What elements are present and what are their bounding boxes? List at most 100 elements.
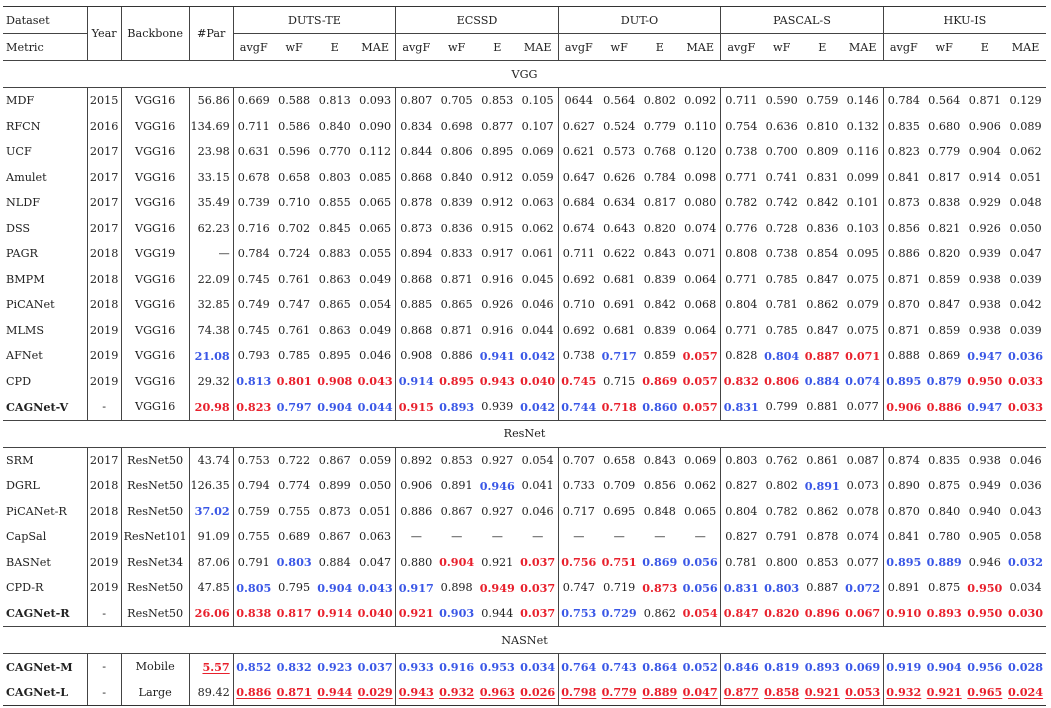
score-cell: 0.590: [761, 87, 802, 114]
score-cell: 0.868: [395, 266, 437, 292]
score-value: 0.867: [440, 504, 473, 518]
score-cell: 0.030: [1005, 601, 1046, 627]
score-cell: 0.756: [557, 549, 599, 575]
score-value: 0.914: [317, 606, 353, 621]
score-cell: 0.762: [761, 446, 802, 473]
score-value: 0.711: [562, 247, 595, 261]
score-value: 0.782: [725, 196, 758, 210]
score-cell: 0.710: [557, 292, 599, 318]
method-cell: AFNet: [6, 349, 43, 363]
score-cell: 0.949: [477, 575, 518, 601]
score-cell: 0.037: [355, 653, 396, 680]
score-cell: —: [599, 524, 640, 550]
score-value: 0.893: [926, 606, 962, 621]
score-cell: 0.943: [477, 369, 518, 395]
score-cell: 0.037: [518, 550, 559, 576]
score-cell: 0.875: [924, 575, 965, 601]
score-cell: 0.827: [720, 524, 762, 550]
score-cell: 0.707: [557, 446, 599, 473]
dataset-header-pascal-s: PASCAL-S: [720, 6, 884, 34]
score-cell: 0.906: [882, 394, 924, 420]
method-cell: CAGNet-R: [6, 606, 70, 621]
par-value: 89.42: [197, 685, 230, 699]
score-value: 0.077: [846, 400, 879, 414]
score-cell: 0.871: [964, 87, 1006, 114]
score-value: 0.586: [278, 119, 311, 133]
table-row: NLDF 2017 VGG16 35.49 0.739 0.710 0.855 0.065 0.…: [3, 190, 1046, 216]
score-value: 0.859: [928, 272, 961, 286]
score-value: 0.065: [359, 196, 392, 210]
score-value: 0.770: [318, 145, 351, 159]
score-value: 0.033: [1008, 399, 1044, 414]
score-value: 0.847: [806, 272, 839, 286]
score-cell: 0.036: [1005, 343, 1046, 369]
score-value: 0.051: [1009, 170, 1042, 184]
score-value: 0.776: [725, 221, 758, 235]
score-cell: 0.871: [273, 679, 315, 706]
metric-header-hku-is-e: E: [980, 40, 989, 54]
score-cell: 0.040: [518, 369, 559, 395]
backbone-cell: ResNet50: [120, 498, 190, 524]
score-cell: 0.914: [395, 368, 437, 394]
score-cell: 0.946: [477, 473, 518, 499]
score-cell: 0.759: [232, 498, 274, 524]
table-row: RFCN 2016 VGG16 134.69 0.711 0.586 0.840 0.090 0…: [3, 113, 1046, 140]
score-value: 0.700: [765, 145, 798, 159]
method-cell: CAGNet-V: [6, 399, 69, 414]
score-value: 0.728: [765, 221, 798, 235]
score-cell: 0.846: [720, 653, 762, 680]
score-value: 0.806: [440, 145, 473, 159]
score-cell: 0.146: [842, 87, 884, 114]
metric-header-duts-te-e: E: [330, 40, 339, 54]
score-cell: 0.847: [802, 318, 843, 344]
metric-header-ecssd-mae: MAE: [523, 40, 552, 54]
metric-header-dut-o-wf: wF: [610, 40, 628, 54]
score-value: 0.069: [845, 659, 881, 674]
score-cell: 0.939: [477, 394, 518, 420]
score-value: 0.832: [723, 374, 759, 389]
score-cell: 0.932: [882, 679, 924, 706]
score-value: 0.938: [968, 298, 1001, 312]
score-cell: 0.759: [801, 87, 843, 114]
score-cell: 0.052: [680, 653, 721, 680]
method-cell: NLDF: [6, 196, 40, 210]
score-value: 0.596: [278, 145, 311, 159]
score-cell: 0.065: [355, 190, 396, 216]
year-cell: 2019: [86, 317, 122, 343]
score-value: 0.843: [643, 453, 676, 467]
score-cell: 0.944: [477, 601, 518, 627]
score-cell: 0.064: [680, 318, 721, 344]
score-cell: 0.801: [274, 369, 315, 395]
score-value: 0.797: [276, 399, 312, 414]
score-value: 0.817: [928, 170, 961, 184]
score-value: 0.099: [846, 170, 879, 184]
score-value: 0.827: [725, 479, 758, 493]
score-cell: 0.879: [924, 369, 965, 395]
score-cell: 0.680: [924, 114, 965, 140]
score-cell: 0.891: [436, 473, 477, 499]
score-value: 0.927: [481, 453, 514, 467]
score-value: 0.029: [357, 685, 393, 700]
score-value: 0.884: [804, 374, 840, 389]
score-value: 0.813: [236, 374, 272, 389]
score-cell: 0.710: [274, 190, 315, 216]
score-cell: 0.050: [355, 473, 396, 499]
score-cell: 0.929: [965, 190, 1006, 216]
table-row: CPD-R 2019 ResNet50 47.85 0.805 0.795 0.904 0.0…: [3, 575, 1046, 601]
score-value: 0.839: [643, 323, 676, 337]
score-cell: 0.054: [517, 446, 559, 473]
score-value: 0.921: [398, 606, 434, 621]
year-cell: 2018: [86, 241, 122, 267]
score-cell: 0.071: [680, 241, 721, 267]
score-value: 0.669: [237, 94, 270, 108]
score-value: 0.889: [926, 555, 962, 570]
year-cell: 2017: [86, 215, 122, 241]
score-value: 0.846: [723, 659, 759, 674]
method-cell: RFCN: [6, 119, 41, 133]
score-value: 0.840: [440, 170, 473, 184]
method-cell: MDF: [3, 87, 88, 114]
score-cell: 0.817: [274, 601, 315, 627]
score-value: 0.753: [237, 453, 270, 467]
score-value: 0.078: [846, 504, 879, 518]
year-cell: 2018: [86, 292, 122, 318]
